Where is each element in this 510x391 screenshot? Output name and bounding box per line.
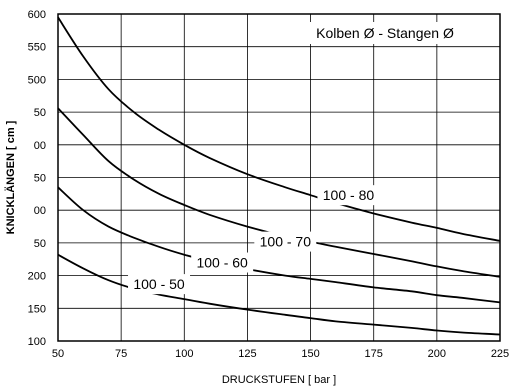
curve-series-3	[57, 253, 501, 336]
legend-title: Kolben Ø - Stangen Ø	[316, 25, 454, 41]
y-tick-label: 150	[28, 303, 46, 315]
x-tick-label: 100	[175, 348, 193, 360]
curve-label-background	[128, 274, 191, 295]
curve-label: 100 - 50	[133, 276, 185, 292]
plot-frame	[57, 13, 501, 342]
curve-label: 100 - 60	[196, 255, 248, 271]
y-tick-label: 00	[34, 140, 46, 152]
y-axis-label: KNICKLÄNGEN [ cm ]	[4, 120, 17, 234]
curve-label-background	[254, 231, 317, 252]
y-tick-label: 600	[28, 9, 46, 21]
x-tick-label: 75	[115, 348, 127, 360]
y-tick-label: 50	[34, 238, 46, 250]
y-tick-label: 200	[28, 271, 46, 283]
legend-title-box: Kolben Ø - Stangen Ø	[300, 22, 470, 44]
curves-group	[57, 16, 501, 336]
x-tick-label: 200	[428, 348, 446, 360]
x-tick-label: 175	[365, 348, 383, 360]
curve-series-2	[57, 186, 501, 304]
x-tick-label: 125	[238, 348, 256, 360]
x-tick-labels: 50 75 100 125 150 175 200 225	[52, 348, 509, 360]
y-tick-label: 00	[34, 205, 46, 217]
y-tick-label: 50	[34, 173, 46, 185]
y-tick-label: 500	[28, 74, 46, 86]
x-axis-label: DRUCKSTUFEN [ bar ]	[222, 374, 336, 386]
x-tick-label: 50	[52, 348, 64, 360]
y-tick-label: 100	[28, 336, 46, 348]
x-tick-label: 225	[491, 348, 509, 360]
curve-label-background	[191, 252, 254, 273]
curve-labels-group: 100 - 80 100 - 70 100 - 60 100 - 50	[128, 185, 380, 295]
grid-lines	[57, 13, 501, 342]
curve-label: 100 - 70	[260, 234, 312, 250]
curve-label-background	[317, 185, 380, 206]
y-tick-labels: 100 150 200 50 00 50 00 50 500 550 600	[28, 9, 46, 348]
curve-label: 100 - 80	[323, 187, 375, 203]
y-tick-label: 550	[28, 42, 46, 54]
y-tick-label: 50	[34, 107, 46, 119]
curve-series-0	[57, 16, 501, 242]
curve-series-1	[57, 107, 501, 278]
x-tick-label: 150	[301, 348, 319, 360]
